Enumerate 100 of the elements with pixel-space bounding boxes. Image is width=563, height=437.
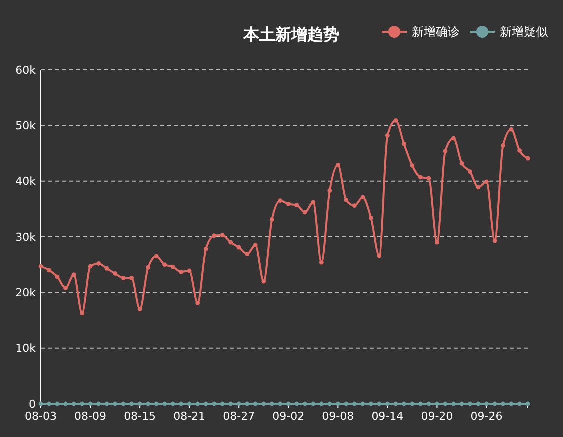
point <box>377 402 382 406</box>
x-tick-label: 08-09 <box>74 410 107 423</box>
point <box>121 276 126 280</box>
point <box>294 402 300 406</box>
point <box>402 142 406 146</box>
point <box>80 402 84 406</box>
point <box>270 402 274 406</box>
x-tick-label: 09-14 <box>372 410 404 423</box>
point <box>262 279 266 284</box>
point <box>460 402 464 406</box>
point <box>262 402 266 406</box>
point <box>154 402 159 406</box>
x-tick-label: 08-27 <box>223 410 256 423</box>
point <box>476 185 481 190</box>
y-tick-label: 0 <box>29 398 36 411</box>
point <box>344 402 349 406</box>
point <box>204 402 208 406</box>
point <box>121 402 126 406</box>
point <box>311 200 316 205</box>
point <box>228 240 234 245</box>
point <box>294 203 300 208</box>
point <box>278 198 283 204</box>
point <box>484 180 489 184</box>
point <box>402 402 406 406</box>
point <box>418 175 423 180</box>
point <box>64 286 68 290</box>
point <box>418 402 423 406</box>
point <box>245 402 250 406</box>
point <box>435 240 440 245</box>
point <box>328 402 332 406</box>
y-tick-label: 40k <box>16 175 37 188</box>
point <box>204 247 208 252</box>
point <box>410 164 415 168</box>
point <box>130 276 134 280</box>
point <box>196 301 200 306</box>
point <box>47 402 52 406</box>
y-tick-label: 60k <box>16 64 37 77</box>
point <box>468 402 472 406</box>
point <box>311 402 316 406</box>
point <box>360 402 366 406</box>
point <box>170 402 176 406</box>
point <box>394 118 398 123</box>
point <box>270 218 274 222</box>
point <box>492 402 498 406</box>
point <box>336 162 340 168</box>
y-tick-label: 30k <box>16 230 37 244</box>
point <box>228 402 234 406</box>
point <box>162 402 168 406</box>
point <box>286 202 291 206</box>
point <box>130 402 134 406</box>
point <box>394 402 398 406</box>
point <box>146 265 151 270</box>
point <box>72 402 76 406</box>
y-tick-label: 50k <box>16 120 37 133</box>
point <box>344 198 349 202</box>
point <box>47 268 52 273</box>
point <box>104 402 110 406</box>
point <box>443 402 448 406</box>
point <box>212 234 217 238</box>
point <box>360 195 366 200</box>
point <box>55 274 60 280</box>
point <box>220 233 225 238</box>
x-tick-label: 09-20 <box>421 410 454 423</box>
point <box>492 238 498 244</box>
point <box>72 272 76 278</box>
point <box>509 402 514 406</box>
y-tick-label: 10k <box>16 342 37 356</box>
point <box>64 402 68 406</box>
point <box>236 245 242 250</box>
point <box>410 402 415 406</box>
point <box>501 402 506 406</box>
point <box>352 204 357 208</box>
point <box>319 402 324 406</box>
x-tick-label: 09-08 <box>322 410 354 423</box>
legend-label: 新增确诊 <box>412 25 460 40</box>
point <box>426 402 432 406</box>
point <box>452 136 456 141</box>
point <box>385 133 390 138</box>
point <box>328 188 332 193</box>
point <box>196 402 200 406</box>
x-tick-label: 08-15 <box>124 410 156 423</box>
point <box>170 264 176 270</box>
point <box>352 402 357 406</box>
point <box>245 252 250 256</box>
point <box>426 176 432 181</box>
x-tick-label: 09-26 <box>470 410 503 423</box>
point <box>468 170 472 174</box>
point <box>278 402 283 406</box>
point <box>368 402 374 406</box>
x-tick-label: 09-02 <box>272 410 305 423</box>
y-tick-label: 20k <box>16 286 37 300</box>
point <box>509 127 514 132</box>
point <box>518 148 522 153</box>
point <box>113 272 118 276</box>
point <box>80 311 84 316</box>
point <box>55 402 60 406</box>
chart-title: 本土新增趋势 <box>242 25 340 44</box>
point <box>319 260 324 265</box>
point <box>302 402 308 406</box>
point <box>96 402 101 406</box>
